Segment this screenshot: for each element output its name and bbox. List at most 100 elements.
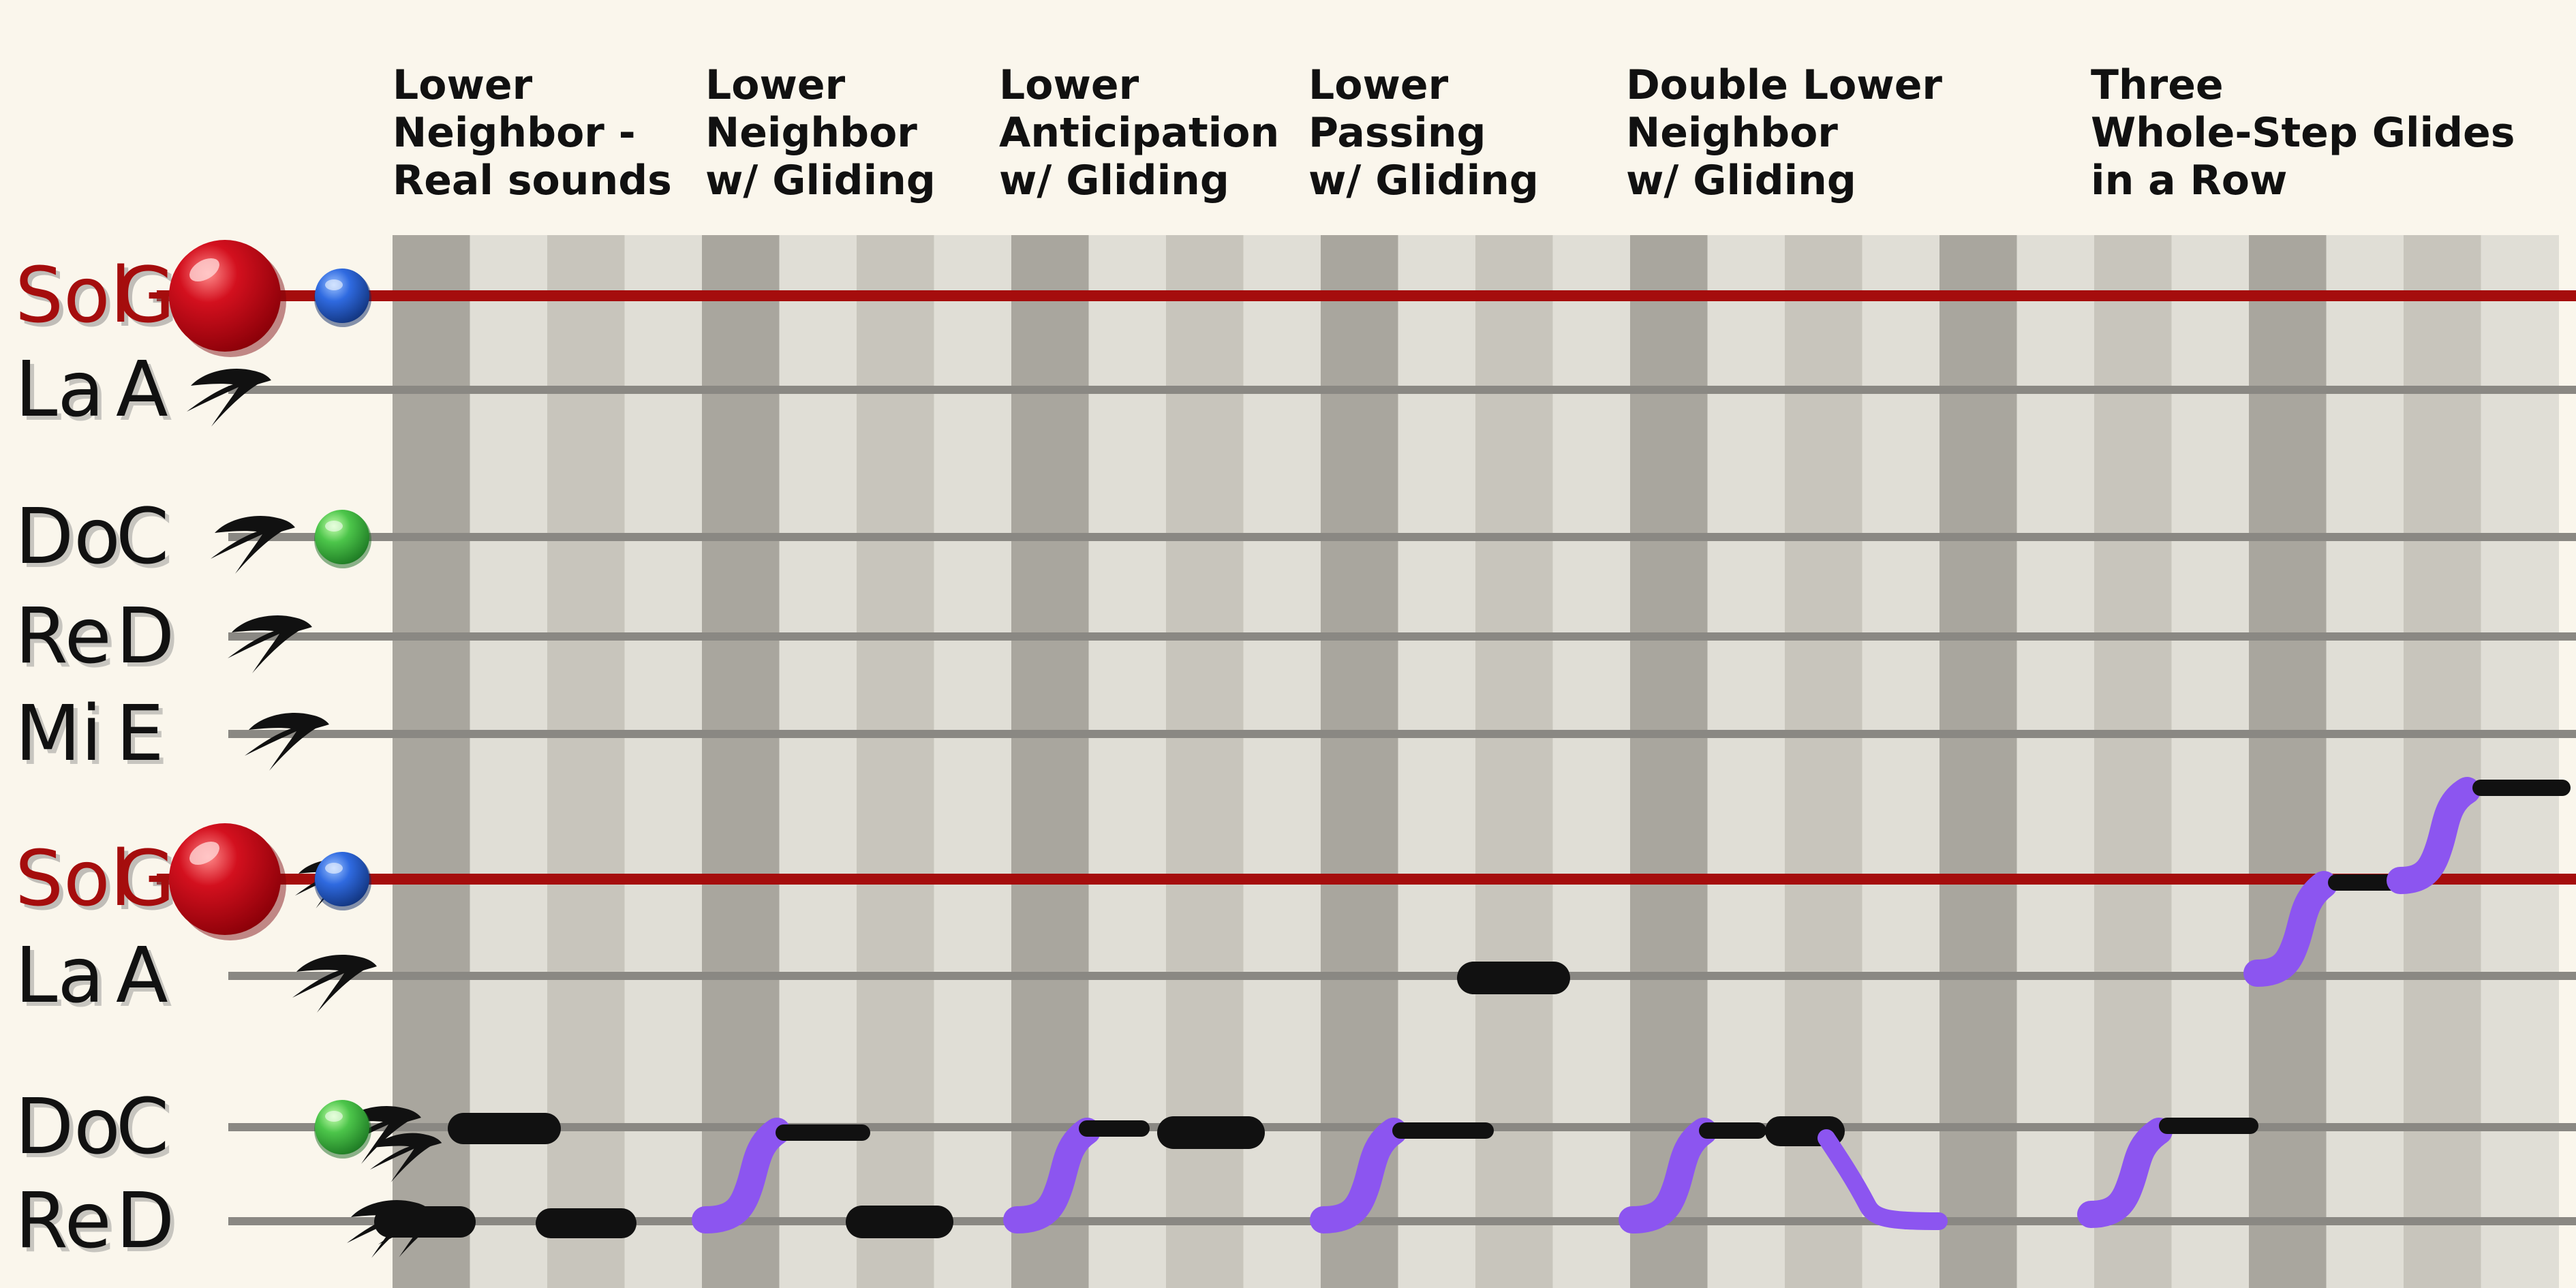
beat-column <box>547 235 626 1288</box>
letter-label: A <box>116 932 168 1020</box>
glide <box>2243 871 2337 987</box>
solfege-label: Do <box>15 493 121 581</box>
solfege-label: La <box>15 932 104 1020</box>
section-title-line: Lower <box>705 61 846 109</box>
beat-column <box>1707 235 1785 1288</box>
beat-column <box>2017 235 2095 1288</box>
solfege-label: Sol <box>15 251 132 340</box>
glide <box>1619 1118 1717 1233</box>
blue-ball-highlight <box>325 863 343 874</box>
letter-shadow: C <box>120 1087 173 1176</box>
letter-label: G <box>116 251 175 340</box>
red-ball-highlight <box>189 841 219 865</box>
solfege-shadow: La <box>19 350 108 438</box>
blue-ball-icon <box>315 269 369 323</box>
letter-shadow: A <box>120 936 172 1024</box>
green-ball-icon <box>315 1100 369 1154</box>
letter-label: C <box>116 493 169 581</box>
section-title-line: Lower <box>999 61 1139 109</box>
letter-shadow: C <box>120 497 173 585</box>
red-ball-icon <box>169 823 281 935</box>
section-title-line: Neighbor <box>1626 109 1838 157</box>
glide <box>1003 1118 1101 1233</box>
section-title-line: Real sounds <box>393 157 672 204</box>
letter-shadow: E <box>120 694 168 782</box>
section-title-line: Anticipation <box>999 109 1279 157</box>
beat-column <box>702 235 780 1288</box>
section-title-line: w/ Gliding <box>999 157 1229 204</box>
beat-column <box>2171 235 2250 1288</box>
solfege-shadow: Do <box>19 497 125 585</box>
section-title-line: w/ Gliding <box>1308 157 1539 204</box>
beat-column <box>1243 235 1321 1288</box>
solfege-label: Re <box>15 592 112 681</box>
glide <box>1818 1129 1948 1230</box>
letter-label: D <box>116 1177 174 1266</box>
section-title-line: Lower <box>1308 61 1449 109</box>
beat-column <box>779 235 857 1288</box>
section-title-line: Three <box>2091 61 2224 109</box>
beat-column <box>1939 235 2018 1288</box>
glide <box>2387 777 2481 894</box>
beat-columns <box>393 235 2559 1288</box>
beat-column <box>1475 235 1554 1288</box>
section-title-line: Neighbor <box>705 109 917 157</box>
glide <box>1310 1118 1407 1233</box>
beat-column <box>2404 235 2482 1288</box>
glide <box>692 1118 791 1233</box>
section-title-line: Passing <box>1308 109 1486 157</box>
beat-column <box>1011 235 1090 1288</box>
green-ball-highlight <box>325 1111 343 1122</box>
beat-column <box>1398 235 1476 1288</box>
letter-label: A <box>116 346 168 434</box>
beat-column <box>1166 235 1244 1288</box>
solfege-shadow: Mi <box>19 694 106 782</box>
beat-column <box>1785 235 1863 1288</box>
solfege-shadow: Sol <box>19 839 136 927</box>
section-title-line: Lower <box>393 61 533 109</box>
solfege-label: La <box>15 346 104 434</box>
beat-column <box>470 235 548 1288</box>
letter-label: C <box>116 1083 169 1171</box>
section-title-line: w/ Gliding <box>1626 157 1856 204</box>
solfege-label: Re <box>15 1177 112 1266</box>
row-icons <box>169 240 450 1258</box>
solfege-label: Do <box>15 1083 121 1171</box>
beat-column <box>2326 235 2404 1288</box>
beat-column <box>2249 235 2327 1288</box>
beat-column <box>1630 235 1708 1288</box>
beat-column <box>1552 235 1631 1288</box>
beat-column <box>1321 235 1399 1288</box>
letter-label: G <box>116 835 175 923</box>
beat-column <box>1088 235 1167 1288</box>
solfege-shadow: La <box>19 936 108 1024</box>
letter-shadow: D <box>120 1181 179 1270</box>
section-title-line: Double Lower <box>1626 61 1942 109</box>
section-title-line: w/ Gliding <box>705 157 936 204</box>
solfege-shadow: Sol <box>19 256 136 344</box>
beat-column <box>2094 235 2173 1288</box>
solfege-shadow: Do <box>19 1087 125 1176</box>
solfege-shadow: Re <box>19 1181 116 1270</box>
melody-notes <box>374 777 2571 1238</box>
beat-column <box>934 235 1012 1288</box>
solfege-label: Sol <box>15 835 132 923</box>
glide <box>2077 1118 2173 1228</box>
letter-label: E <box>116 690 164 778</box>
section-title-line: Neighbor - <box>393 109 636 157</box>
green-ball-highlight <box>325 521 343 532</box>
red-ball-highlight <box>189 258 219 282</box>
solfege-shadow: Re <box>19 596 116 685</box>
